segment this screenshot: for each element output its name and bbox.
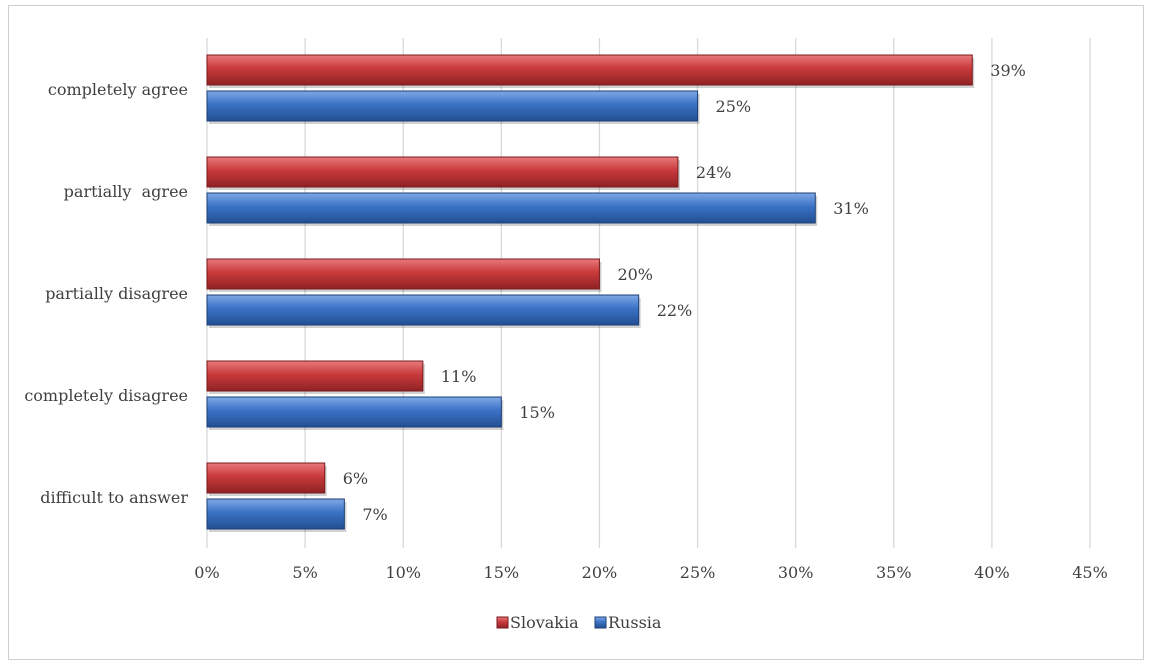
category-label: completely disagree <box>24 386 188 405</box>
bar-russia <box>206 90 699 122</box>
category-label: difficult to answer <box>40 488 188 507</box>
x-tick-label: 20% <box>582 563 618 582</box>
data-label: 15% <box>519 403 555 422</box>
legend: Slovakia Russia <box>496 613 662 632</box>
bar-russia <box>206 498 345 530</box>
data-label: 7% <box>362 505 387 524</box>
x-tick-label: 5% <box>292 563 317 582</box>
x-tick-label: 35% <box>876 563 912 582</box>
bar-slovakia <box>206 462 326 494</box>
bar-slovakia <box>206 360 424 392</box>
category-label: completely agree <box>48 80 188 99</box>
data-label: 6% <box>343 469 368 488</box>
legend-label: Slovakia <box>510 613 579 632</box>
data-label: 11% <box>441 367 477 386</box>
category-label: partially disagree <box>45 284 188 303</box>
labels-group: 0% 5% 10% 15% 20% 25% 30% 35% 40% 45% completely a… <box>24 61 1107 582</box>
x-tick-label: 10% <box>385 563 421 582</box>
bar-slovakia <box>206 54 973 86</box>
bar-slovakia <box>206 156 679 188</box>
x-tick-label: 30% <box>778 563 814 582</box>
bar-russia <box>206 396 502 428</box>
legend-swatch-slovakia <box>496 616 509 629</box>
data-label: 25% <box>716 97 752 116</box>
x-tick-label: 0% <box>194 563 219 582</box>
data-label: 24% <box>696 163 732 182</box>
bar-slovakia <box>206 258 600 290</box>
bar-russia <box>206 192 816 224</box>
bars-group <box>206 54 975 532</box>
x-tick-label: 25% <box>680 563 716 582</box>
data-label: 22% <box>657 301 693 320</box>
bar-russia <box>206 294 640 326</box>
x-tick-label: 40% <box>974 563 1010 582</box>
x-tick-label: 15% <box>484 563 520 582</box>
x-tick-label: 45% <box>1072 563 1108 582</box>
category-label: partially agree <box>64 182 188 201</box>
data-label: 20% <box>617 265 653 284</box>
legend-label: Russia <box>608 613 662 632</box>
data-label: 31% <box>833 199 869 218</box>
legend-swatch-russia <box>594 616 607 629</box>
data-label: 39% <box>990 61 1026 80</box>
